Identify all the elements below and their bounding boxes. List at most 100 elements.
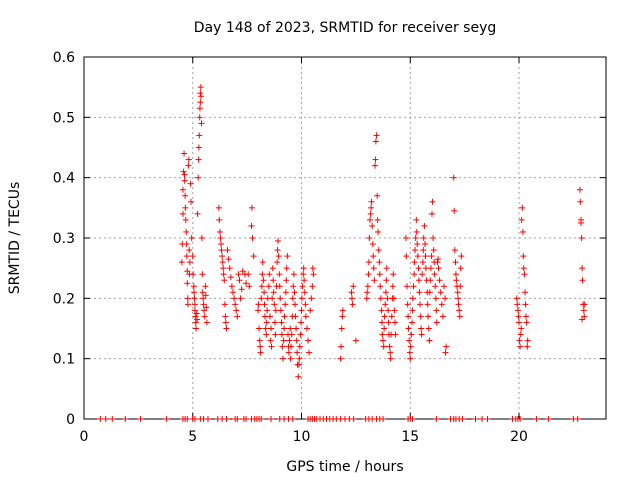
data-point	[455, 301, 462, 308]
data-point	[191, 416, 198, 422]
data-point	[422, 265, 429, 272]
data-point	[384, 295, 391, 302]
data-point	[579, 316, 586, 323]
data-point	[580, 307, 587, 314]
data-point	[574, 416, 581, 422]
data-point	[391, 307, 398, 314]
data-point	[191, 301, 198, 308]
data-point	[196, 132, 203, 139]
data-point	[272, 307, 279, 314]
data-point	[200, 295, 207, 302]
data-point	[257, 343, 264, 350]
data-point	[298, 307, 305, 314]
data-point	[385, 307, 392, 314]
data-point	[520, 265, 527, 272]
data-point	[405, 313, 412, 320]
data-point	[382, 301, 389, 308]
data-point	[422, 241, 429, 248]
data-point	[231, 295, 238, 302]
data-point	[420, 235, 427, 241]
data-point	[217, 235, 224, 241]
data-point	[377, 295, 384, 302]
data-point	[433, 307, 440, 314]
data-point	[576, 186, 583, 193]
data-point	[516, 319, 522, 326]
data-point	[426, 289, 433, 296]
y-tick-label: 0.5	[53, 110, 75, 126]
x-tick-label: 0	[80, 429, 89, 445]
data-point	[297, 331, 304, 338]
data-point	[309, 283, 316, 290]
y-axis-label: SRMTID / TECUs	[7, 182, 23, 295]
data-point	[282, 289, 289, 296]
data-point	[521, 271, 528, 278]
data-point	[365, 259, 372, 266]
data-point	[410, 283, 417, 290]
data-point	[513, 295, 520, 302]
data-point	[293, 325, 300, 332]
data-point	[197, 99, 204, 106]
data-point	[275, 253, 282, 260]
data-point	[378, 319, 385, 326]
data-point	[429, 210, 435, 217]
data-point	[291, 289, 298, 296]
data-point	[197, 90, 204, 97]
data-point	[434, 259, 441, 266]
data-point	[289, 295, 296, 302]
data-point	[422, 253, 429, 260]
data-point	[234, 313, 241, 320]
data-point	[308, 295, 315, 302]
grid-lines	[84, 57, 606, 419]
data-point	[182, 192, 189, 199]
data-point	[438, 301, 445, 308]
data-point	[414, 241, 421, 248]
data-point	[286, 337, 293, 344]
data-point	[418, 331, 425, 338]
data-point	[226, 265, 233, 272]
data-point	[402, 235, 409, 241]
data-point	[183, 228, 190, 235]
data-point	[433, 416, 440, 422]
data-point	[522, 301, 529, 308]
data-point	[376, 271, 383, 278]
data-point	[429, 198, 436, 205]
data-point	[421, 222, 428, 229]
data-point	[381, 313, 388, 320]
data-point	[519, 228, 526, 235]
data-point	[435, 265, 442, 272]
data-point	[225, 256, 232, 263]
data-point	[409, 416, 416, 422]
data-point	[181, 171, 188, 178]
data-point	[189, 253, 196, 260]
y-tick-label: 0.1	[53, 352, 75, 368]
data-point	[198, 120, 205, 127]
data-point	[270, 277, 277, 284]
data-point	[456, 313, 463, 320]
data-point	[411, 271, 418, 278]
data-point	[277, 307, 284, 314]
data-point	[267, 337, 274, 344]
data-point	[219, 259, 226, 266]
data-point	[293, 337, 300, 344]
data-point	[368, 204, 375, 211]
data-point	[302, 313, 309, 320]
data-point	[364, 289, 371, 296]
data-point	[194, 316, 201, 323]
data-point	[309, 265, 316, 272]
data-point	[180, 168, 187, 175]
data-point	[276, 283, 283, 290]
data-point	[197, 84, 204, 91]
data-point	[435, 256, 442, 263]
data-point	[338, 325, 345, 332]
data-point	[184, 416, 191, 422]
data-point	[349, 301, 356, 308]
data-point	[417, 313, 424, 320]
data-point	[292, 313, 299, 320]
data-point	[404, 301, 411, 308]
data-point	[256, 337, 263, 344]
y-tick-label: 0.2	[53, 291, 75, 307]
data-point	[409, 295, 416, 302]
data-point	[179, 210, 186, 217]
data-point	[250, 253, 257, 260]
data-point	[195, 144, 202, 151]
